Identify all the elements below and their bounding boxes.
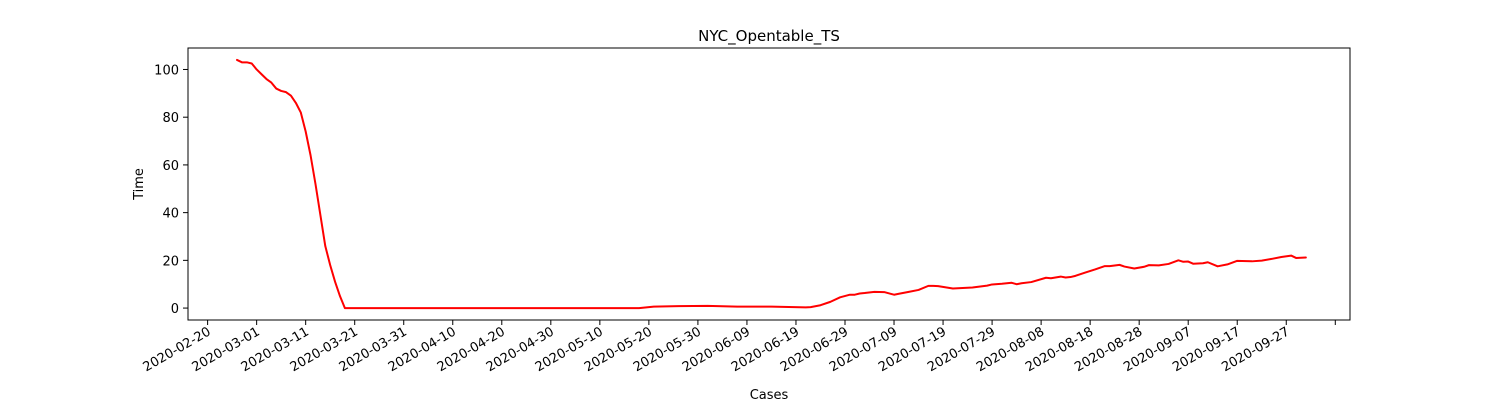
plot-frame bbox=[187, 47, 1351, 321]
y-tick-label: 60 bbox=[162, 159, 179, 174]
y-tick-label: 0 bbox=[171, 302, 179, 317]
x-axis-label: Cases bbox=[750, 388, 789, 400]
series-line-0 bbox=[236, 58, 1307, 310]
y-tick-label: 20 bbox=[162, 254, 179, 269]
y-tick-label: 100 bbox=[154, 63, 179, 78]
y-axis-label: Time bbox=[132, 168, 147, 201]
plot-area bbox=[236, 58, 1307, 310]
axes: 2020-02-202020-03-012020-03-112020-03-21… bbox=[141, 47, 1351, 375]
y-tick-label: 80 bbox=[162, 111, 179, 126]
chart-title: NYC_Opentable_TS bbox=[698, 27, 840, 46]
y-tick-label: 40 bbox=[162, 207, 179, 222]
